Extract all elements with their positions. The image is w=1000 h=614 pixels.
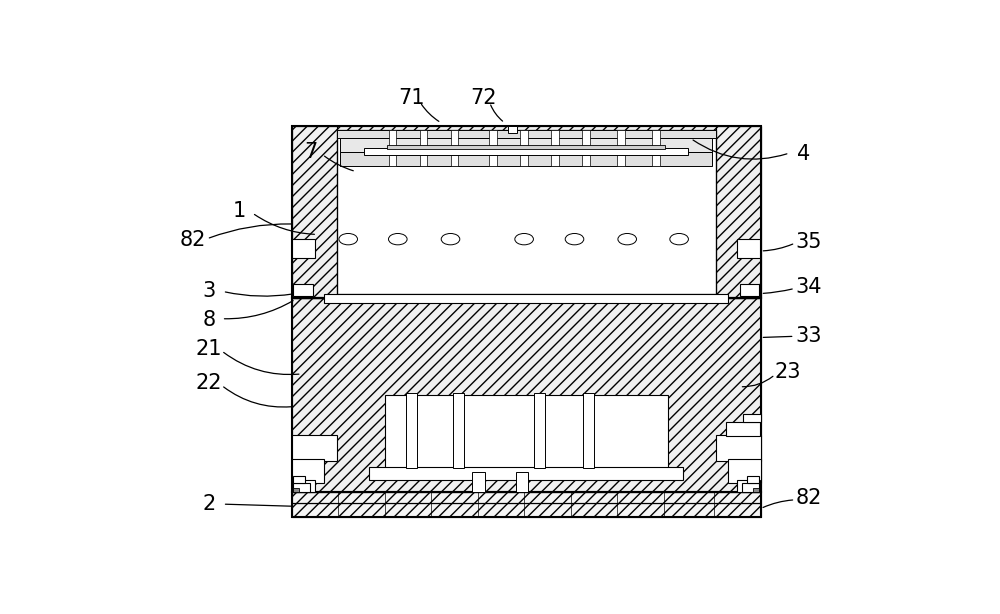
Text: 21: 21 [195, 339, 222, 359]
Text: 2: 2 [202, 494, 215, 514]
Bar [292, 492, 761, 503]
Circle shape [670, 233, 688, 245]
Bar [716, 435, 761, 461]
Bar [364, 148, 688, 155]
Bar [551, 130, 559, 166]
Bar [292, 492, 761, 517]
Text: 33: 33 [795, 326, 822, 346]
Bar [292, 239, 315, 258]
Bar [516, 472, 528, 492]
Text: 3: 3 [202, 281, 215, 301]
Bar [293, 284, 313, 296]
Bar [324, 294, 728, 303]
Bar [337, 130, 716, 293]
Bar [489, 130, 497, 166]
Text: 8: 8 [202, 311, 215, 330]
Bar [292, 298, 761, 492]
Bar [292, 126, 761, 298]
Bar [582, 130, 590, 166]
Bar [420, 130, 427, 166]
Text: 35: 35 [795, 231, 822, 252]
Bar [726, 422, 760, 437]
Text: 7: 7 [304, 142, 318, 161]
Bar [293, 483, 310, 492]
Bar [340, 152, 712, 166]
Text: 82: 82 [180, 230, 206, 250]
Bar [453, 393, 464, 468]
Bar [583, 393, 594, 468]
Bar [742, 483, 759, 492]
Bar [388, 130, 396, 166]
Bar [369, 467, 683, 480]
Bar [652, 130, 660, 166]
Bar [472, 472, 485, 492]
Bar [340, 138, 712, 152]
Circle shape [565, 233, 584, 245]
Bar [728, 459, 761, 483]
Bar [385, 395, 668, 473]
Bar [387, 144, 665, 149]
Circle shape [441, 233, 460, 245]
Circle shape [618, 233, 637, 245]
Circle shape [339, 233, 358, 245]
Bar [406, 393, 417, 468]
Bar [293, 475, 305, 483]
Bar [747, 475, 759, 483]
Text: 1: 1 [233, 201, 246, 221]
Bar [743, 414, 761, 422]
Text: 71: 71 [398, 88, 425, 108]
Text: 72: 72 [470, 88, 496, 108]
Text: 34: 34 [795, 278, 822, 297]
Text: 4: 4 [796, 144, 810, 164]
Bar [292, 459, 324, 483]
Bar [716, 126, 761, 298]
Bar [450, 130, 458, 166]
Bar [520, 130, 528, 166]
Bar [740, 284, 759, 296]
Text: 82: 82 [795, 488, 822, 508]
Bar [737, 480, 760, 492]
Bar [737, 239, 760, 258]
Bar [337, 130, 716, 138]
Bar [292, 480, 315, 492]
Bar [617, 130, 625, 166]
Bar [292, 435, 337, 461]
Bar [292, 503, 761, 517]
Circle shape [388, 233, 407, 245]
Bar [292, 126, 337, 298]
Text: 22: 22 [195, 373, 222, 394]
Bar [292, 298, 761, 492]
Bar [292, 126, 761, 298]
Circle shape [515, 233, 533, 245]
Bar [753, 488, 759, 492]
Text: 23: 23 [774, 362, 801, 383]
Bar [534, 393, 545, 468]
Bar [293, 488, 299, 492]
Bar [508, 126, 517, 133]
